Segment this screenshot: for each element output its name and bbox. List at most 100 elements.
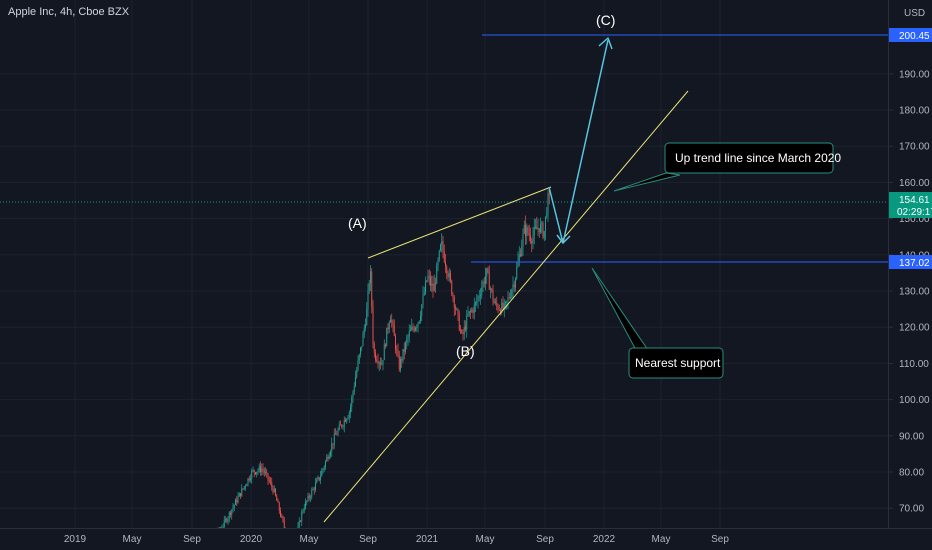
down-arrow-head-icon: [556, 234, 571, 244]
candle: [537, 218, 539, 237]
candle: [516, 261, 518, 281]
candle: [545, 216, 546, 241]
x-tick-label: Sep: [536, 534, 554, 545]
candle: [396, 345, 398, 357]
candle: [408, 324, 410, 343]
candle: [283, 516, 285, 529]
candle: [431, 275, 433, 293]
candle: [495, 298, 496, 306]
y-tick-label: 180.00: [899, 106, 930, 117]
candle: [403, 342, 405, 360]
candle: [523, 220, 525, 235]
candle: [462, 329, 464, 341]
candle: [331, 437, 333, 457]
candle: [250, 474, 251, 483]
candle: [510, 289, 511, 300]
candle: [390, 315, 391, 323]
candle: [272, 484, 274, 495]
candle: [312, 486, 314, 491]
candle: [263, 467, 265, 477]
candle: [422, 286, 424, 309]
candle: [420, 310, 421, 324]
candle: [337, 427, 339, 437]
target-price-text: 200.45: [899, 31, 930, 42]
callout-uptrend[interactable]: Up trend line since March 2020: [613, 142, 841, 192]
candle: [370, 265, 371, 291]
candle: [265, 467, 266, 476]
candle: [477, 295, 479, 309]
candle: [358, 353, 360, 365]
y-tick-label: 190.00: [899, 69, 930, 80]
candle: [456, 307, 458, 311]
candle: [547, 189, 549, 222]
last-price-tag: 154.61 02:29:17: [889, 192, 932, 218]
upper-resistance-line[interactable]: [367, 186, 552, 259]
candle: [321, 467, 323, 477]
candle: [526, 223, 528, 245]
candle: [240, 493, 241, 499]
candle: [546, 207, 548, 219]
candle: [418, 320, 420, 325]
candle: [520, 248, 521, 258]
candle: [375, 349, 376, 363]
candle: [310, 494, 311, 503]
candle: [472, 307, 474, 319]
candle: [540, 217, 541, 234]
candle: [235, 498, 236, 506]
candle: [446, 264, 448, 280]
candle: [382, 359, 384, 371]
candle: [466, 309, 468, 338]
candle: [388, 320, 390, 334]
candle: [306, 500, 308, 506]
candle: [482, 279, 484, 292]
candle: [353, 381, 355, 395]
candle: [356, 366, 358, 379]
x-tick-label: 2020: [240, 534, 263, 545]
candle: [338, 420, 340, 431]
callout-support[interactable]: Nearest support: [591, 267, 724, 379]
wave-label-a: (A): [348, 215, 367, 231]
candle: [278, 501, 280, 514]
candle: [393, 319, 395, 337]
candle: [407, 334, 409, 346]
candle: [443, 244, 445, 264]
candle: [365, 318, 366, 332]
candle: [465, 320, 466, 332]
y-tick-label: 150.00: [899, 214, 930, 225]
candle: [307, 492, 309, 503]
y-tick-label: 130.00: [899, 287, 930, 298]
candle: [492, 284, 494, 306]
candle: [438, 249, 440, 262]
candle: [371, 268, 373, 314]
candle: [303, 503, 305, 514]
candle: [268, 476, 270, 484]
candle: [226, 517, 228, 524]
time-axis[interactable]: 2019 May Sep 2020 May Sep 2021 May Sep 2022 May Sep: [0, 528, 932, 550]
candle: [442, 235, 444, 259]
y-tick-label: 170.00: [899, 142, 930, 153]
candle: [507, 290, 509, 310]
y-tick-label: 110.00: [899, 359, 929, 370]
projection-arrow[interactable]: [548, 37, 613, 244]
candle: [318, 476, 320, 482]
symbol-title[interactable]: Apple Inc, 4h, Cboe BZX: [8, 6, 130, 18]
candle: [430, 271, 431, 291]
candle: [347, 415, 349, 420]
candle: [330, 449, 331, 459]
candle: [451, 279, 453, 297]
candle: [505, 300, 506, 310]
candle: [348, 410, 350, 423]
candle: [428, 269, 430, 286]
candle: [483, 277, 485, 288]
candle: [518, 246, 520, 267]
candle: [342, 424, 344, 430]
currency-label[interactable]: USD: [904, 8, 925, 19]
uptrend-line[interactable]: [323, 90, 689, 523]
candle: [385, 343, 386, 349]
candle: [231, 509, 233, 520]
candles: [217, 187, 550, 535]
candle: [415, 326, 416, 332]
candle: [251, 468, 253, 484]
last-price-text: 154.61: [899, 195, 930, 206]
